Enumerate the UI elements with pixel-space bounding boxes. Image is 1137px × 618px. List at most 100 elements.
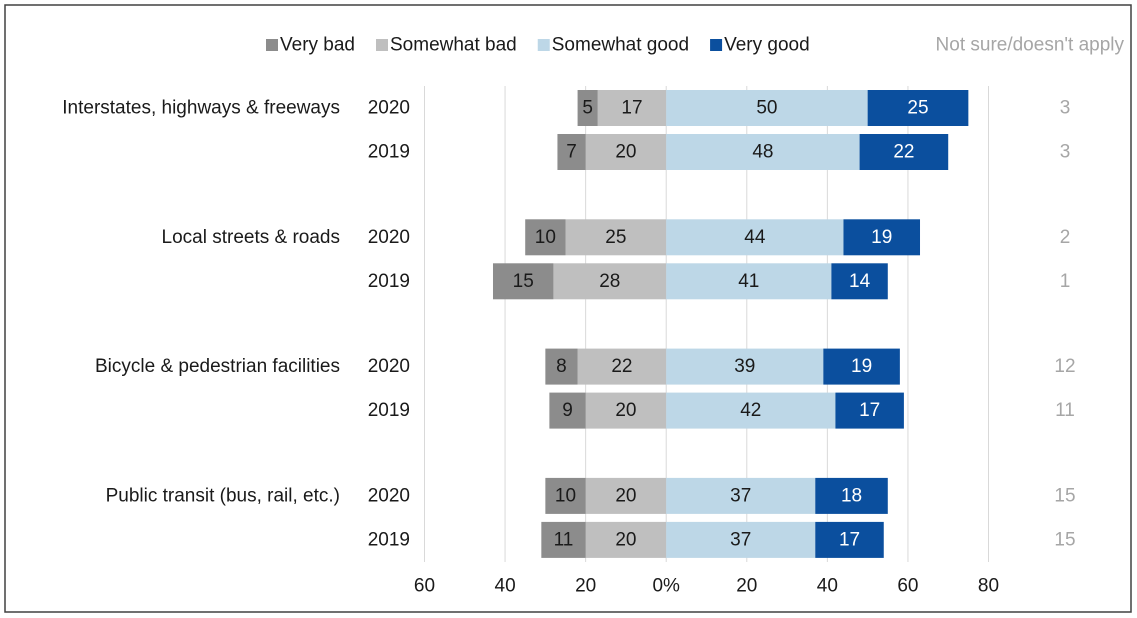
year-label: 2019 [368,271,410,292]
bar-segment [545,348,578,385]
bar-segment [815,477,888,514]
value-label: 22 [893,142,914,163]
bar-segment [867,90,969,126]
x-tick-label: 60 [414,576,435,597]
value-label: 20 [615,400,636,421]
bar-segment [577,348,667,385]
value-label: 25 [907,98,928,119]
x-tick-label: 20 [575,576,596,597]
bar-segment [525,219,566,256]
legend-label: Very good [724,35,810,56]
value-label: 7 [566,142,577,163]
value-label: 37 [730,485,751,506]
year-label: 2019 [368,529,410,550]
value-label: 42 [740,400,761,421]
bar-segment [666,348,824,385]
bar-segment [492,263,554,300]
year-label: 2020 [368,227,410,248]
x-tick-label: 20 [736,576,757,597]
value-label: 19 [851,356,872,377]
bar-segment [545,477,586,514]
value-label: 17 [859,400,880,421]
bar-segment [585,521,667,558]
x-tick-label: 0% [652,576,680,597]
group-label: Public transit (bus, rail, etc.) [106,485,340,506]
bar-segment [843,219,921,256]
not-sure-value: 15 [1054,485,1075,506]
bar-segment [557,134,586,170]
value-label: 20 [615,485,636,506]
year-label: 2020 [368,485,410,506]
legend-swatch [376,39,388,51]
year-label: 2019 [368,142,410,163]
value-label: 20 [615,529,636,550]
bar-segment [859,134,949,170]
bar-segment [553,263,667,300]
value-label: 18 [841,485,862,506]
legend-swatch [266,39,278,51]
value-label: 44 [744,227,766,248]
value-label: 19 [871,227,892,248]
bar-segment [541,521,586,558]
not-sure-value: 1 [1060,271,1071,292]
legend-label: Somewhat bad [390,35,517,56]
bar-segment [577,90,598,126]
legend-label: Somewhat good [552,35,689,56]
value-label: 41 [738,271,759,292]
not-sure-value: 3 [1060,98,1071,119]
value-label: 17 [839,529,860,550]
value-label: 20 [615,142,636,163]
bar-segment [597,90,667,126]
year-label: 2020 [368,98,410,119]
value-label: 11 [554,529,574,550]
bar-segment [666,90,868,126]
x-tick-label: 80 [978,576,999,597]
x-tick-label: 60 [897,576,918,597]
bar-segment [585,392,667,429]
not-sure-value: 11 [1055,400,1075,421]
legend-swatch [537,39,550,51]
year-label: 2020 [368,356,410,377]
bar-segment [666,263,832,300]
value-label: 14 [849,271,871,292]
value-label: 39 [734,356,755,377]
value-label: 15 [513,271,534,292]
value-label: 17 [621,98,642,119]
value-label: 9 [562,400,573,421]
bar-segment [823,348,900,385]
not-sure-value: 3 [1060,142,1071,163]
bar-segment [666,392,836,429]
not-sure-value: 12 [1054,356,1075,377]
not-sure-value: 2 [1060,227,1071,248]
x-tick-label: 40 [495,576,516,597]
legend-label: Very bad [280,35,355,56]
value-label: 25 [605,227,626,248]
value-label: 5 [582,98,593,119]
legend-label: Not sure/doesn't apply [936,35,1125,56]
value-label: 10 [535,227,556,248]
bar-segment [815,521,884,558]
bar-segment [585,477,667,514]
value-label: 28 [599,271,620,292]
group-label: Interstates, highways & freeways [62,98,340,119]
value-label: 10 [555,485,576,506]
not-sure-value: 15 [1054,529,1075,550]
value-label: 8 [556,356,567,377]
value-label: 22 [611,356,632,377]
year-label: 2019 [368,400,410,421]
value-label: 48 [752,142,773,163]
bar-segment [585,134,667,170]
group-label: Bicycle & pedestrian facilities [95,356,340,377]
bar-segment [835,392,904,429]
bar-segment [666,134,860,170]
bar-segment [666,219,844,256]
value-label: 50 [756,98,777,119]
bar-segment [831,263,888,300]
legend-swatch [710,39,723,51]
bar-segment [666,521,816,558]
value-label: 37 [730,529,751,550]
bar-segment [666,477,816,514]
bar-segment [549,392,586,429]
bar-segment [565,219,667,256]
